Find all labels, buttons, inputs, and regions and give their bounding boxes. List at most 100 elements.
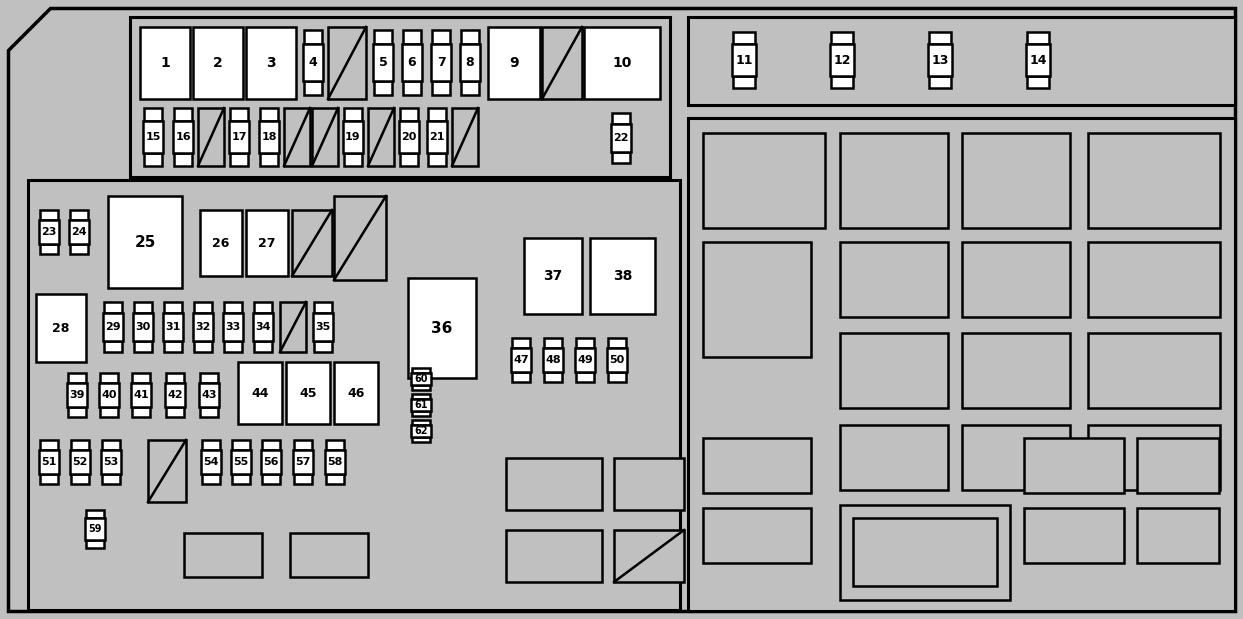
Bar [99,407,118,417]
Bar [461,30,479,45]
Bar [29,180,680,610]
Bar [334,196,387,280]
Bar [201,449,221,474]
Bar [374,80,392,95]
Text: 52: 52 [72,457,88,467]
Bar [140,27,190,99]
Bar [544,338,562,348]
Bar [224,302,242,313]
Text: 46: 46 [347,386,364,399]
Bar [131,17,670,177]
Bar [326,449,344,474]
Bar [326,440,344,449]
Bar [165,383,185,407]
Bar [840,133,948,228]
Bar [246,210,288,276]
Bar [962,242,1070,317]
Bar [511,348,531,372]
Bar [1027,32,1049,45]
Text: 60: 60 [414,374,428,384]
Bar [840,333,948,408]
Bar [608,348,626,372]
Bar [314,302,332,313]
Bar [70,210,88,220]
Bar [102,474,121,484]
Bar [86,540,104,548]
Bar [199,383,219,407]
Bar [612,113,630,124]
Bar [303,45,323,80]
Text: 13: 13 [931,53,948,66]
Bar [460,45,480,80]
Text: 35: 35 [316,322,331,332]
Bar [733,32,756,45]
Text: 49: 49 [577,355,593,365]
Bar [262,474,280,484]
Bar [830,32,853,45]
Bar [133,313,153,341]
Bar [488,27,539,99]
Text: 7: 7 [436,56,445,69]
Bar [70,245,88,254]
Bar [314,341,332,352]
Text: 59: 59 [88,524,102,534]
Text: 29: 29 [106,322,121,332]
Bar [1027,76,1049,88]
Text: 62: 62 [414,426,428,436]
Bar [164,302,183,313]
Bar [1088,133,1219,228]
Bar [687,17,1236,105]
Bar [312,108,338,166]
Bar [40,210,58,220]
Text: 34: 34 [255,322,271,332]
Text: 32: 32 [195,322,210,332]
Bar [193,313,213,341]
Bar [704,133,825,228]
Bar [1024,508,1124,563]
Bar [411,368,430,373]
Bar [840,505,1011,600]
Bar [40,449,58,474]
Bar [231,449,251,474]
Text: 4: 4 [308,56,317,69]
Bar [830,76,853,88]
Bar [399,121,419,154]
Bar [431,80,450,95]
Bar [200,407,218,417]
Bar [232,474,250,484]
Bar [373,45,393,80]
Bar [144,154,162,166]
Text: 40: 40 [101,390,117,400]
Bar [400,108,418,121]
Bar [86,518,104,540]
Text: 20: 20 [401,132,416,142]
Text: 23: 23 [41,227,57,237]
Bar [134,302,152,313]
Bar [452,108,479,166]
Bar [174,108,193,121]
Polygon shape [7,8,1236,611]
Bar [830,45,854,76]
Text: 42: 42 [168,390,183,400]
Bar [400,154,418,166]
Bar [962,133,1070,228]
Bar [542,27,582,99]
Bar [411,385,430,390]
Bar [293,440,312,449]
Bar [68,373,86,383]
Text: 55: 55 [234,457,249,467]
Bar [411,411,430,416]
Bar [431,30,450,45]
Text: 10: 10 [613,56,631,70]
Text: 50: 50 [609,355,625,365]
Text: 54: 54 [204,457,219,467]
Bar [230,108,249,121]
Bar [411,394,430,399]
Bar [254,302,272,313]
Bar [704,508,810,563]
Bar [334,362,378,424]
Text: 58: 58 [327,457,343,467]
Text: 5: 5 [379,56,388,69]
Text: 1: 1 [160,56,170,70]
Text: 38: 38 [613,269,633,283]
